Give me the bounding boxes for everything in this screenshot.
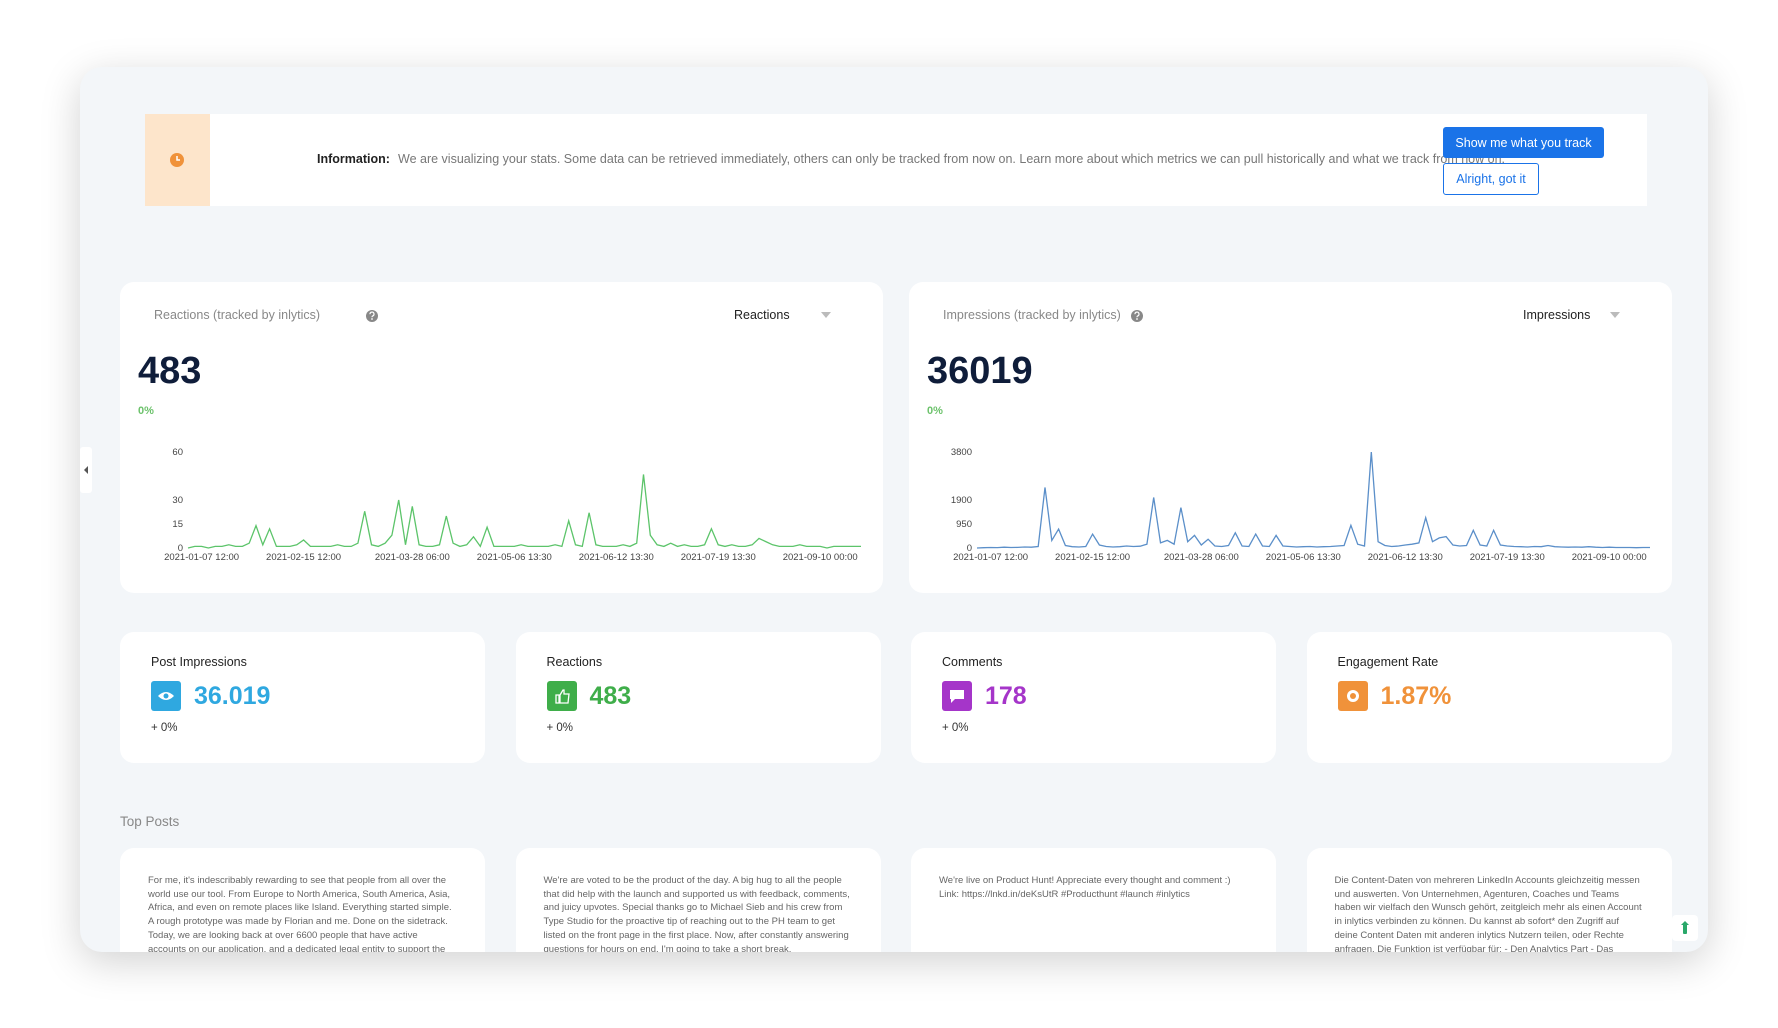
stat-value: 1.87% xyxy=(1380,682,1452,710)
post-card: For me, it's indescribably rewarding to … xyxy=(120,848,485,952)
chart-title: Reactions (tracked by inlytics) xyxy=(154,308,321,322)
post-text: Die Content-Daten von mehreren LinkedIn … xyxy=(1334,875,1642,952)
side-toggle[interactable] xyxy=(80,447,92,493)
stat-label: Post Impressions xyxy=(151,655,247,669)
x-tick-label: 2021-02-15 12:00 xyxy=(266,552,341,563)
chart-total: 483 xyxy=(138,350,202,392)
chart-card: Reactions (tracked by inlytics) Reaction… xyxy=(120,282,883,593)
post-text: We're live on Product Hunt! Appreciate e… xyxy=(939,875,1231,900)
metric-dropdown[interactable]: Reactions xyxy=(734,308,790,322)
x-tick-label: 2021-03-28 06:00 xyxy=(375,552,450,563)
y-tick-label: 0 xyxy=(178,543,183,554)
x-tick-label: 2021-07-19 13:30 xyxy=(681,552,756,563)
stat-label: Engagement Rate xyxy=(1337,655,1439,669)
chart-title: Impressions (tracked by inlytics) xyxy=(943,308,1121,322)
chart-total: 36019 xyxy=(927,350,1033,392)
post-card: We're live on Product Hunt! Appreciate e… xyxy=(911,848,1276,952)
x-tick-label: 2021-09-10 00:00 xyxy=(1572,552,1647,563)
x-tick-label: 2021-06-12 13:30 xyxy=(579,552,654,563)
chart-change: 0% xyxy=(927,405,943,417)
y-tick-label: 15 xyxy=(172,519,183,530)
post-text: We're are voted to be the product of the… xyxy=(543,875,850,952)
post-card: We're are voted to be the product of the… xyxy=(515,848,881,952)
line-chart: 0 15 30 60 2021-01-07 12:00 2021-02-15 12:00 2… xyxy=(164,447,861,563)
y-tick-label: 1900 xyxy=(951,495,972,506)
help-icon[interactable] xyxy=(1130,309,1144,323)
stat-card: Comments 178 + 0% xyxy=(911,632,1276,763)
stat-card: Engagement Rate 1.87% xyxy=(1306,632,1672,763)
data-line xyxy=(976,451,1650,549)
stat-icon xyxy=(546,681,577,711)
y-tick-label: 60 xyxy=(172,447,183,458)
stat-change: + 0% xyxy=(151,722,178,734)
dropdown-arrow[interactable] xyxy=(820,310,832,320)
post-card: Die Content-Daten von mehreren LinkedIn … xyxy=(1306,848,1672,952)
chart-change: 0% xyxy=(138,405,154,417)
dropdown-arrow[interactable] xyxy=(1609,310,1621,320)
x-tick-label: 2021-02-15 12:00 xyxy=(1055,552,1130,563)
x-tick-label: 2021-07-19 13:30 xyxy=(1470,552,1545,563)
help-icon[interactable] xyxy=(365,309,379,323)
x-tick-label: 2021-05-06 13:30 xyxy=(1266,552,1341,563)
x-tick-label: 2021-01-07 12:00 xyxy=(164,552,239,563)
clock-icon xyxy=(170,153,184,167)
banner-accent xyxy=(145,114,210,206)
stat-card: Reactions 483 + 0% xyxy=(515,632,881,763)
chart-card: Impressions (tracked by inlytics) Impres… xyxy=(909,282,1672,593)
secondary-button[interactable]: Alright, got it xyxy=(1443,163,1539,195)
y-tick-label: 3800 xyxy=(951,447,972,458)
stat-label: Reactions xyxy=(546,655,603,669)
x-tick-label: 2021-05-06 13:30 xyxy=(477,552,552,563)
stat-value: 36.019 xyxy=(194,682,271,710)
stat-value: 483 xyxy=(589,682,632,710)
y-tick-label: 950 xyxy=(956,519,972,530)
stat-icon xyxy=(1337,681,1368,711)
stat-card: Post Impressions 36.019 + 0% xyxy=(120,632,485,763)
stat-change: + 0% xyxy=(942,722,969,734)
section-title: Top Posts xyxy=(120,814,180,829)
banner-label: Information: xyxy=(317,152,390,166)
metric-dropdown[interactable]: Impressions xyxy=(1523,308,1591,322)
info-banner: Information: We are visualizing your sta… xyxy=(145,114,1647,206)
stat-icon xyxy=(942,681,972,711)
stat-icon xyxy=(151,681,181,711)
x-tick-label: 2021-09-10 00:00 xyxy=(783,552,858,563)
y-tick-label: 30 xyxy=(172,495,183,506)
banner-text: We are visualizing your stats. Some data… xyxy=(398,152,1505,166)
y-tick-label: 0 xyxy=(967,543,972,554)
x-tick-label: 2021-01-07 12:00 xyxy=(953,552,1028,563)
help-widget[interactable] xyxy=(1672,915,1698,941)
data-line xyxy=(187,474,861,549)
x-tick-label: 2021-06-12 13:30 xyxy=(1368,552,1443,563)
line-chart: 0 950 1900 3800 2021-01-07 12:00 2021-02-15 1… xyxy=(951,447,1650,563)
post-text: For me, it's indescribably rewarding to … xyxy=(148,875,452,952)
stat-label: Comments xyxy=(942,655,1003,669)
x-tick-label: 2021-03-28 06:00 xyxy=(1164,552,1239,563)
app-window: Information: We are visualizing your sta… xyxy=(80,67,1708,952)
stat-change: + 0% xyxy=(546,722,574,734)
stat-value: 178 xyxy=(985,682,1027,710)
primary-button[interactable]: Show me what you track xyxy=(1443,127,1604,158)
